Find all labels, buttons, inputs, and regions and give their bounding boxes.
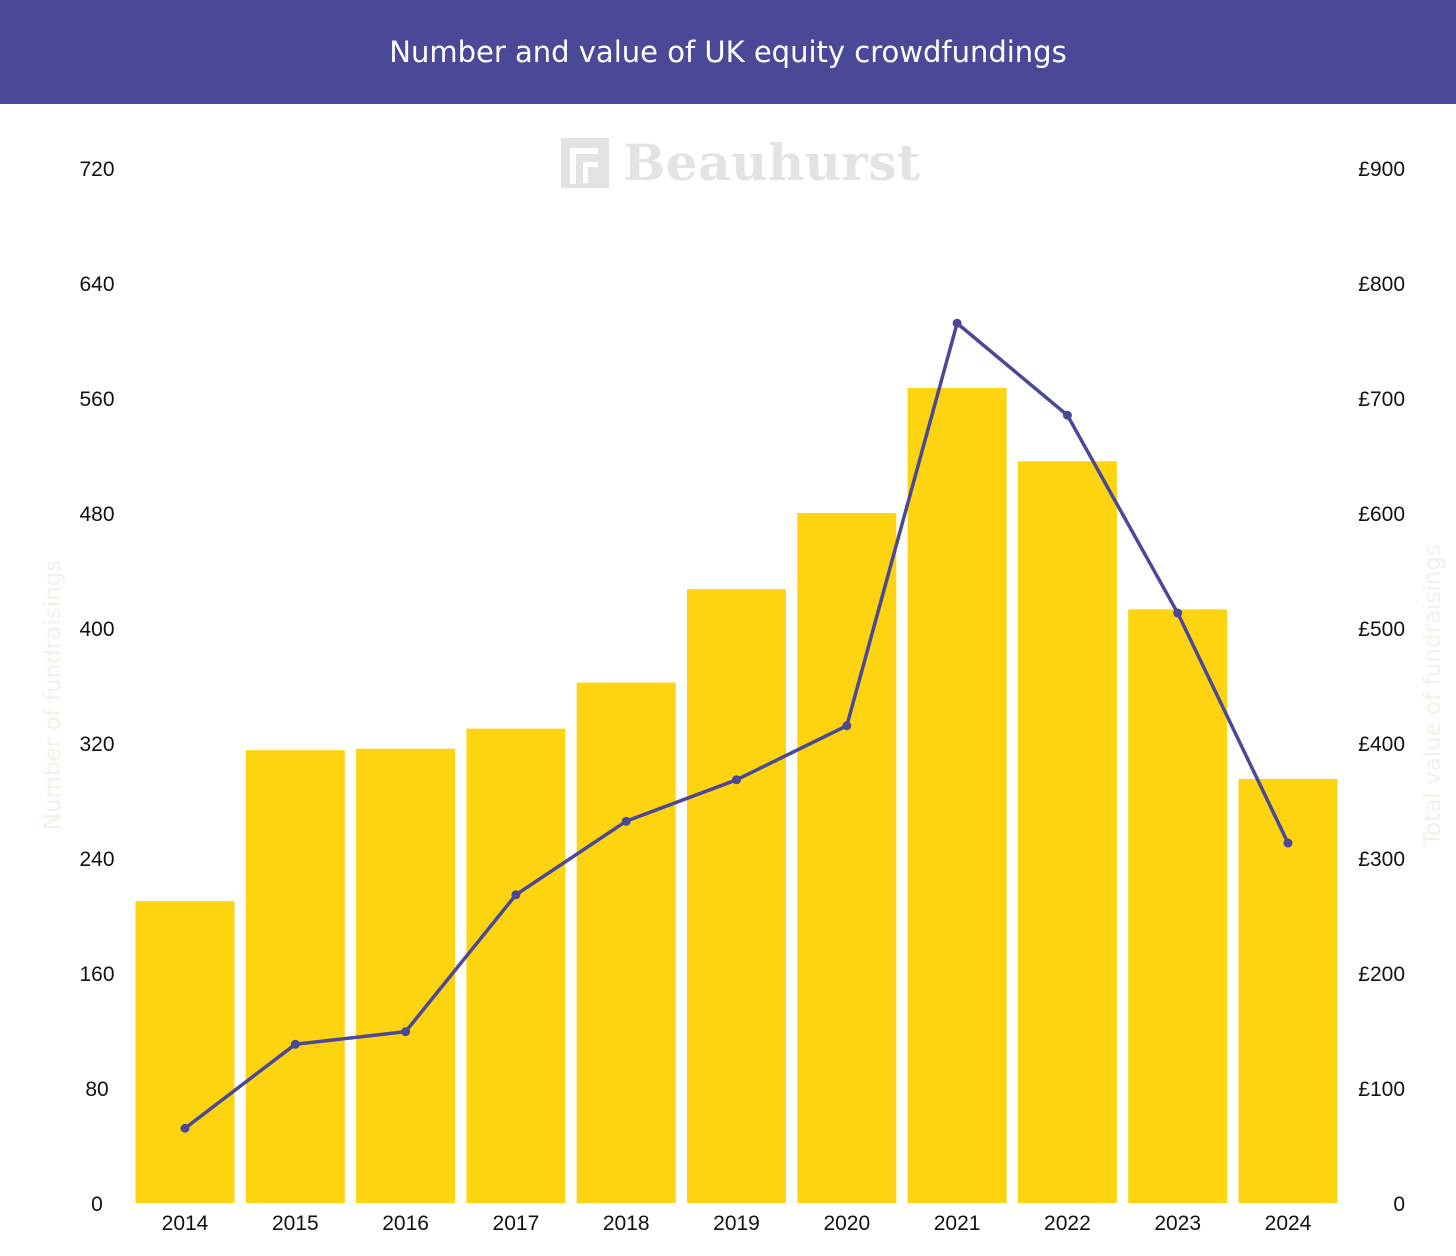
y-left-tick-label: 80	[85, 1078, 108, 1101]
y-left-tick-label: 400	[79, 618, 114, 641]
value-point-2024	[1283, 838, 1293, 848]
y-right-tick-label: £200	[1358, 963, 1405, 986]
x-tick-label-2018: 2018	[603, 1212, 650, 1235]
x-tick-label-2014: 2014	[162, 1212, 209, 1235]
chart-header: Number and value of UK equity crowdfundi…	[0, 0, 1456, 104]
x-tick-label-2020: 2020	[823, 1212, 870, 1235]
chart-title: Number and value of UK equity crowdfundi…	[389, 35, 1067, 69]
bar-2015	[245, 750, 345, 1203]
bar-2020	[797, 513, 897, 1203]
bar-2024	[1238, 778, 1338, 1203]
bar-2018	[576, 682, 676, 1203]
x-tick-label-2015: 2015	[272, 1212, 319, 1235]
value-point-2020	[842, 721, 852, 731]
watermark-brand: Beauhurst	[623, 133, 921, 192]
value-point-2018	[621, 816, 631, 826]
bar-2022	[1017, 461, 1117, 1203]
bar-2021	[907, 387, 1007, 1203]
y-left-tick-label: 320	[79, 733, 114, 756]
y-right-axis-title: Total value of fundraisings	[1420, 544, 1446, 847]
y-right-tick-label: £800	[1358, 273, 1405, 296]
y-left-axis-title: Number of fundraisings	[40, 560, 66, 831]
y-right-tick-label: £700	[1358, 388, 1405, 411]
y-right-tick-label: £300	[1358, 848, 1405, 871]
y-right-tick-label: £900	[1358, 158, 1405, 181]
y-left-tick-label: 240	[79, 848, 114, 871]
bar-2023	[1128, 609, 1228, 1203]
value-point-2014	[180, 1123, 190, 1133]
value-point-2019	[732, 775, 741, 785]
y-right-tick-label: £500	[1358, 618, 1405, 641]
value-point-2016	[401, 1027, 411, 1037]
bar-2017	[466, 728, 566, 1203]
y-right-tick-label: £600	[1358, 503, 1405, 526]
y-left-tick-label: 0	[91, 1193, 103, 1216]
x-tick-label-2022: 2022	[1044, 1212, 1091, 1235]
x-tick-label-2021: 2021	[934, 1212, 981, 1235]
y-left-tick-label: 480	[79, 503, 114, 526]
beauhurst-logo-icon	[561, 137, 609, 188]
x-tick-label-2024: 2024	[1265, 1212, 1312, 1235]
value-point-2022	[1062, 410, 1072, 420]
value-point-2017	[511, 890, 521, 900]
y-left-tick-label: 640	[79, 273, 114, 296]
y-left-tick-label: 720	[79, 158, 114, 181]
x-tick-label-2017: 2017	[493, 1212, 540, 1235]
watermark: Beauhurst	[561, 133, 921, 192]
bar-2016	[356, 748, 456, 1203]
value-point-2021	[952, 318, 962, 328]
bar-2014	[135, 901, 235, 1203]
bar-2019	[687, 589, 786, 1203]
x-tick-label-2019: 2019	[713, 1212, 760, 1235]
y-right-tick-label: £400	[1358, 733, 1405, 756]
x-tick-label-2016: 2016	[382, 1212, 429, 1235]
value-point-2015	[290, 1039, 300, 1049]
y-left-tick-label: 560	[79, 388, 114, 411]
y-right-tick-label: 0	[1393, 1193, 1405, 1216]
x-tick-label-2023: 2023	[1154, 1212, 1201, 1235]
y-left-tick-label: 160	[79, 963, 114, 986]
y-right-tick-label: £100	[1358, 1078, 1405, 1101]
value-point-2023	[1173, 608, 1183, 618]
